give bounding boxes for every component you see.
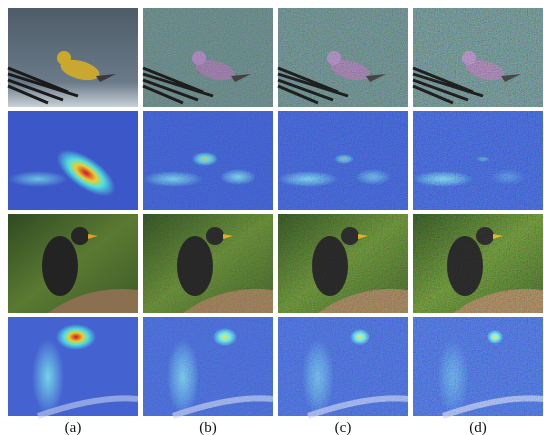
- image-cell: [143, 8, 273, 107]
- bird-head: [71, 227, 89, 245]
- image-cell: [143, 317, 273, 416]
- image-cell: [8, 111, 138, 210]
- noise: [278, 111, 408, 210]
- image-cell: [278, 317, 408, 416]
- heat-blob: [56, 324, 96, 350]
- image-cell: [143, 214, 273, 313]
- image-cell: [8, 317, 138, 416]
- column-label: (b): [199, 420, 217, 435]
- column-label: (a): [65, 420, 82, 435]
- noise: [278, 8, 408, 107]
- figure: (a) (b) (c) (d): [0, 0, 544, 435]
- noise: [413, 214, 543, 313]
- image-cell: [413, 8, 543, 107]
- bird-head: [57, 51, 71, 65]
- image-cell: [143, 111, 273, 210]
- image-cell: [8, 8, 138, 107]
- noise: [143, 111, 273, 210]
- column-label: (d): [469, 420, 487, 435]
- image-cell: [413, 214, 543, 313]
- image-cell: [278, 111, 408, 210]
- image-cell: [413, 111, 543, 210]
- heat-streak: [32, 339, 64, 415]
- page: {"labels": ["(a)", "(b)", "(c)", "(d)"]}: [0, 0, 544, 435]
- noise: [143, 214, 273, 313]
- noise: [413, 111, 543, 210]
- image-cell: [8, 214, 138, 313]
- image-cell: [278, 214, 408, 313]
- image-cell: [413, 317, 543, 416]
- heat-streak: [8, 171, 68, 187]
- image-cell: [278, 8, 408, 107]
- noise: [278, 317, 408, 416]
- noise: [143, 317, 273, 416]
- noise: [143, 8, 273, 107]
- column-label: (c): [335, 420, 352, 435]
- noise: [413, 317, 543, 416]
- bird-body: [42, 236, 78, 296]
- image-grid: [8, 8, 543, 416]
- photo-bg: [8, 8, 138, 107]
- noise: [278, 214, 408, 313]
- noise: [413, 8, 543, 107]
